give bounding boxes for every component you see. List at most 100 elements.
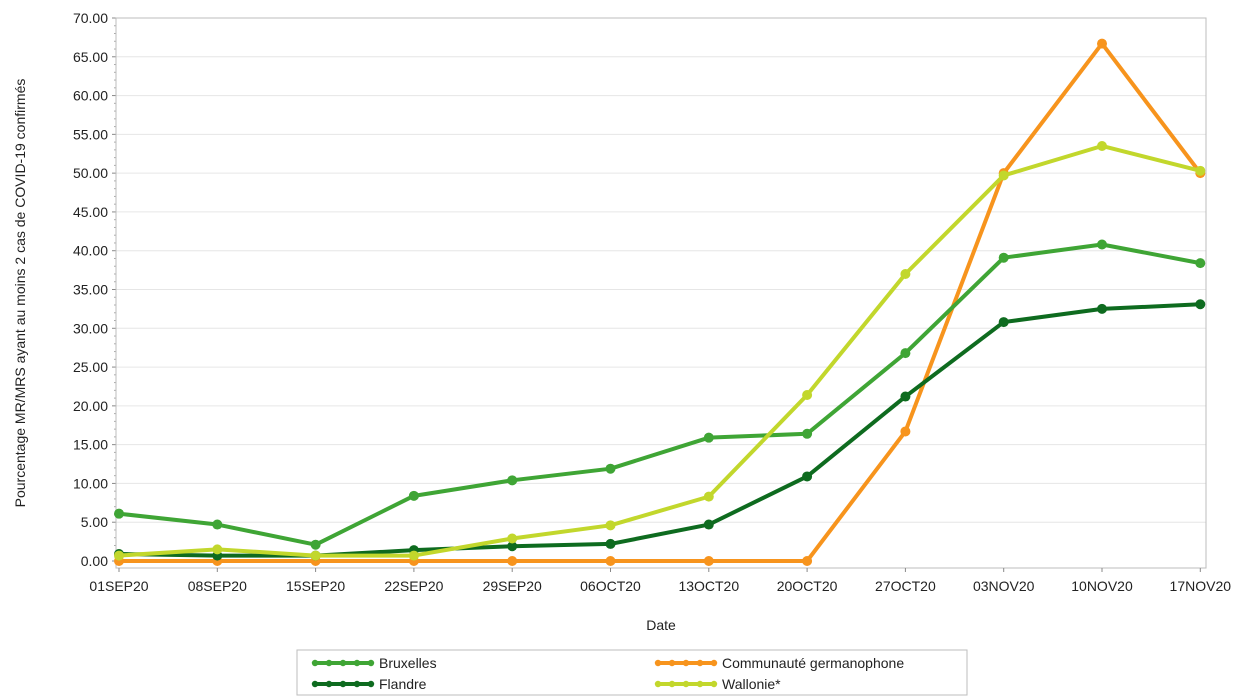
y-tick-label: 20.00 (73, 398, 108, 414)
y-axis-title: Pourcentage MR/MRS ayant au moins 2 cas … (12, 79, 28, 508)
x-tick-label: 27OCT20 (875, 578, 936, 594)
x-tick-label: 10NOV20 (1071, 578, 1133, 594)
legend-marker (325, 680, 333, 688)
x-tick-label: 17NOV20 (1170, 578, 1232, 594)
data-point (900, 426, 911, 437)
series-lines (114, 38, 1206, 566)
legend-label: Flandre (379, 676, 427, 692)
series-line-wallonie- (117, 143, 1203, 558)
legend-box (296, 649, 968, 696)
data-point (1097, 303, 1107, 314)
data-point (507, 533, 518, 544)
data-point (212, 519, 223, 530)
legend-marker (353, 659, 361, 667)
y-tick-label: 10.00 (73, 475, 108, 491)
legend-marker (339, 680, 347, 688)
x-tick-label: 06OCT20 (580, 578, 641, 594)
data-point (900, 391, 911, 402)
data-point (802, 428, 813, 439)
data-point (507, 541, 518, 552)
data-point (998, 170, 1009, 181)
data-point (998, 252, 1009, 263)
series-line-communaut-germanophone (117, 41, 1203, 563)
y-tick-label: 15.00 (73, 437, 108, 453)
y-tick-label: 25.00 (73, 359, 108, 375)
data-point (408, 550, 419, 561)
legend-item: Bruxelles (311, 655, 437, 671)
data-point (212, 544, 223, 555)
data-point (802, 471, 813, 482)
x-tick-label: 29SEP20 (483, 578, 542, 594)
data-point (703, 491, 714, 502)
series-line-bruxelles (117, 242, 1203, 547)
x-tick-label: 03NOV20 (973, 578, 1035, 594)
y-tick-label: 45.00 (73, 204, 108, 220)
legend-marker (654, 659, 662, 667)
legend-marker (311, 659, 319, 667)
y-tick-label: 55.00 (73, 126, 108, 142)
data-point (605, 538, 616, 549)
legend-marker (682, 659, 690, 667)
data-point (605, 463, 616, 474)
data-point (703, 519, 714, 530)
y-tick-label: 30.00 (73, 320, 108, 336)
legend-marker (668, 680, 676, 688)
legend-marker (710, 680, 718, 688)
legend-marker (668, 659, 676, 667)
plot-frame (115, 17, 1207, 569)
legend-marker (325, 659, 333, 667)
data-point (1195, 258, 1206, 269)
data-point (900, 268, 911, 279)
data-point (802, 556, 813, 566)
y-tick-label: 35.00 (73, 282, 108, 298)
legend-item: Flandre (311, 676, 427, 692)
legend-marker (696, 659, 704, 667)
data-point (1195, 299, 1206, 310)
data-point (605, 556, 616, 566)
legend-item: Wallonie* (654, 676, 781, 692)
legend-marker (654, 680, 662, 688)
data-point (114, 508, 124, 519)
x-tick-label: 20OCT20 (777, 578, 838, 594)
y-tick-label: 0.00 (81, 553, 108, 569)
data-point (408, 490, 419, 501)
tick-labels: 0.00 5.00 10.00 15.00 20.00 25.00 30.00 35.00 40… (73, 10, 1231, 594)
axes (112, 17, 1207, 572)
data-point (998, 317, 1009, 328)
legend-marker (696, 680, 704, 688)
legend-marker (311, 680, 319, 688)
y-tick-label: 50.00 (73, 165, 108, 181)
data-point (1097, 38, 1107, 49)
data-point (507, 556, 518, 566)
x-tick-label: 22SEP20 (384, 578, 443, 594)
x-axis-title: Date (646, 617, 676, 633)
legend-label: Wallonie* (722, 676, 781, 692)
x-tick-label: 01SEP20 (89, 578, 148, 594)
data-point (310, 539, 321, 550)
x-tick-label: 13OCT20 (678, 578, 739, 594)
data-point (1195, 165, 1206, 176)
y-tick-label: 40.00 (73, 243, 108, 259)
legend-marker (682, 680, 690, 688)
legend: Bruxelles Communauté germanophone Flandre W… (296, 649, 968, 696)
y-tick-label: 70.00 (73, 10, 108, 26)
y-tick-label: 60.00 (73, 88, 108, 104)
x-tick-label: 08SEP20 (188, 578, 247, 594)
data-point (900, 348, 911, 359)
grid-lines (116, 17, 1206, 523)
data-point (605, 520, 616, 531)
y-tick-label: 65.00 (73, 49, 108, 65)
legend-marker (353, 680, 361, 688)
data-point (114, 550, 124, 561)
legend-marker (367, 659, 375, 667)
data-point (310, 550, 321, 561)
legend-label: Communauté germanophone (722, 655, 904, 671)
data-point (802, 389, 813, 400)
legend-marker (710, 659, 718, 667)
data-point (1097, 140, 1107, 151)
y-tick-label: 5.00 (81, 514, 108, 530)
data-point (703, 556, 714, 566)
data-point (1097, 239, 1107, 250)
